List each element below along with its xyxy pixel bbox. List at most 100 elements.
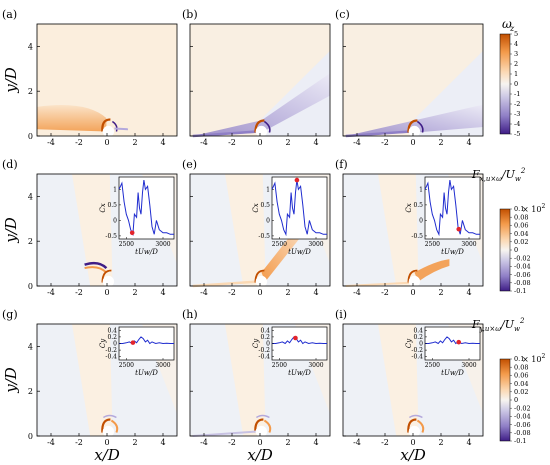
inset-y-axis-label: Cy (405, 338, 413, 348)
x-tick-label: 4 (466, 288, 471, 297)
inset-series-line (272, 336, 327, 345)
x-tick-label: -2 (75, 288, 83, 297)
panel-label: (h) (182, 308, 198, 321)
panel-b (189, 23, 331, 138)
x-tick-label: 0 (257, 288, 262, 297)
inset-marker-point (456, 339, 462, 345)
inset-x-axis-label: tUw/D (288, 369, 311, 377)
x-tick-label: 0 (410, 438, 415, 447)
inset-x-axis-label: tUw/D (441, 248, 464, 256)
inset-series-line (424, 180, 480, 237)
vortex-shear (263, 120, 271, 133)
inset-x-tick-label: 3000 (461, 362, 476, 369)
colorbar-title: ω (502, 17, 512, 31)
cylinder (102, 425, 115, 438)
inset-y-axis-label: Cy (99, 338, 107, 348)
cylinder (102, 125, 115, 138)
y-tick-label: 2 (28, 387, 33, 396)
cylinder (408, 275, 421, 288)
panel-label: (b) (182, 8, 198, 21)
colorbar-tick-label: 0 (514, 396, 518, 404)
inset-chart (271, 326, 328, 361)
inset-frame (271, 176, 328, 240)
inset-series-line (425, 336, 480, 345)
field-positive-region (378, 324, 419, 436)
inset-y-tick-label: 0 (266, 341, 270, 348)
inset-x-tick-label: 2500 (119, 362, 134, 369)
x-tick-label: -4 (47, 288, 55, 297)
y-tick-label: 2 (28, 237, 33, 246)
y-tick-label: 0 (28, 432, 33, 441)
force-concentration (110, 419, 119, 433)
x-tick-label: 0 (410, 138, 415, 147)
y-tick-label: 4 (28, 192, 33, 201)
vortex-shear (101, 269, 112, 283)
x-tick-label: -4 (200, 138, 208, 147)
y-tick-label: 4 (28, 42, 33, 51)
panel-label: (g) (2, 308, 18, 321)
inset-x-tick-label: 3000 (308, 362, 323, 369)
panel-c (342, 23, 484, 138)
x-tick-label: 2 (438, 288, 443, 297)
inset-x-axis-label: tUw/D (135, 369, 158, 377)
colorbar-title-subscript: w (514, 325, 520, 333)
x-tick-label: -4 (353, 438, 361, 447)
x-tick-label: 2 (132, 438, 137, 447)
field-positive-region (225, 324, 266, 436)
colorbar-title-part: /U (500, 318, 515, 331)
colorbar-title: Fx,u×ω/Uw2 (471, 167, 526, 183)
vortex-shear (111, 120, 118, 132)
x-tick-label: 0 (104, 438, 109, 447)
inset-y-tick-label: 0.2 (260, 334, 270, 341)
colorbar-multiplier-exponent: 2 (541, 353, 545, 360)
inset-y-tick-label: -0.4 (411, 354, 423, 361)
colorbar-tick-label: -2 (514, 100, 520, 108)
field-positive-region (72, 324, 113, 436)
inset-y-tick-label: 0.5 (260, 202, 270, 209)
inset-y-tick-label: -0.2 (258, 347, 270, 354)
x-tick-label: 2 (438, 438, 443, 447)
x-tick-label: -2 (228, 438, 236, 447)
x-tick-label: -2 (228, 138, 236, 147)
inset-x-axis-label: tUw/D (135, 248, 158, 256)
inset-x-tick-label: 2500 (272, 241, 287, 248)
colorbar-tick-label: -0.06 (514, 271, 531, 279)
x-axis-label: x/D (247, 446, 273, 464)
panel-label: (i) (335, 308, 347, 321)
inset-x-tick-label: 3000 (155, 241, 170, 248)
x-tick-label: 2 (285, 438, 290, 447)
x-tick-label: -4 (47, 438, 55, 447)
x-axis-label: x/D (94, 446, 120, 464)
vortex-shear (254, 119, 265, 133)
colorbar-tick-label: 2 (514, 60, 518, 68)
force-concentration (84, 261, 108, 270)
cylinder (408, 425, 421, 438)
y-tick-label: 4 (28, 342, 33, 351)
inset-frame (118, 176, 175, 240)
inset-chart (118, 176, 175, 240)
colorbar-tick-label: 0 (514, 80, 518, 88)
inset-y-tick-label: -0.2 (105, 347, 117, 354)
inset-chart (271, 176, 328, 240)
inset-y-tick-label: 0 (266, 217, 270, 224)
inset-marker-point (294, 177, 300, 183)
inset-y-axis-label: Cx (405, 203, 413, 212)
colorbar-tick-label: 0.06 (514, 222, 528, 230)
colorbar-tick-label: -0.02 (514, 254, 531, 262)
colorbar-tick-label: 0.04 (514, 230, 528, 238)
inset-y-tick-label: -0.5 (258, 233, 270, 240)
inset-marker-point (130, 340, 136, 345)
inset-x-axis-label: tUw/D (441, 369, 464, 377)
colorbar-tick-label: 0.08 (514, 213, 528, 221)
field-positive-region (378, 174, 419, 286)
colorbar-multiplier: × 102 (522, 353, 545, 364)
boundary-layer (345, 130, 411, 138)
x-tick-label: 2 (132, 288, 137, 297)
y-axis-label: y/D (2, 217, 20, 244)
vortex-shear (101, 118, 111, 132)
colorbar-tick-label: -0.08 (514, 429, 531, 437)
inset-marker-point (456, 226, 462, 232)
colorbar-title: z (509, 24, 515, 33)
inset-x-tick-label: 3000 (155, 362, 170, 369)
y-tick-label: 0 (28, 132, 33, 141)
